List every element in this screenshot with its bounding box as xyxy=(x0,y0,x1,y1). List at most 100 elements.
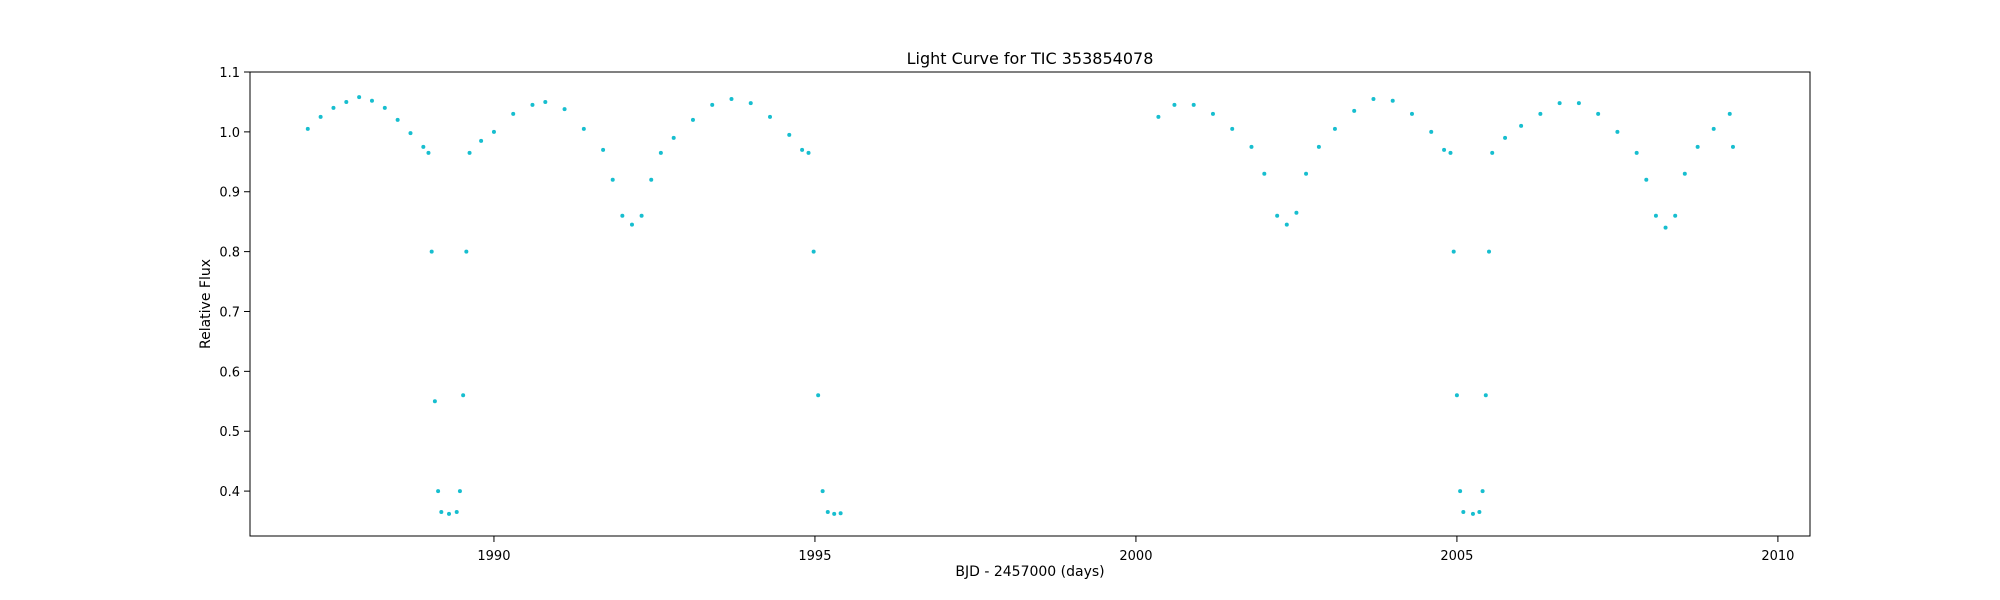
data-point xyxy=(610,177,615,182)
data-point xyxy=(511,111,516,116)
data-point xyxy=(832,511,837,516)
x-tick-label: 2010 xyxy=(1761,549,1794,564)
data-point xyxy=(426,150,431,155)
y-axis-ticks: 0.4 0.5 0.6 0.7 0.8 0.9 1.0 1.1 xyxy=(219,66,250,500)
data-point xyxy=(421,144,426,149)
data-point xyxy=(1304,171,1309,176)
data-point xyxy=(1210,111,1215,116)
data-point xyxy=(1230,126,1235,131)
data-point xyxy=(439,510,444,515)
data-point xyxy=(1483,393,1488,398)
data-point xyxy=(461,393,466,398)
data-point xyxy=(1615,129,1620,134)
data-point xyxy=(1448,150,1453,155)
data-point xyxy=(1695,144,1700,149)
data-point xyxy=(1487,249,1492,254)
data-point xyxy=(1352,108,1357,113)
data-point xyxy=(1442,147,1447,152)
data-point xyxy=(1409,111,1414,116)
data-point xyxy=(457,489,462,494)
x-tick-label: 2000 xyxy=(1119,549,1152,564)
data-point xyxy=(1634,150,1639,155)
data-point xyxy=(357,95,362,100)
data-point xyxy=(658,150,663,155)
data-point xyxy=(429,249,434,254)
data-point xyxy=(1451,249,1456,254)
y-tick-label: 0.7 xyxy=(219,305,240,320)
data-point xyxy=(454,510,459,515)
chart-title: Light Curve for TIC 353854078 xyxy=(907,49,1154,68)
data-point xyxy=(1371,96,1376,101)
data-point xyxy=(447,511,452,516)
data-point xyxy=(1503,135,1508,140)
x-tick-label: 1990 xyxy=(477,549,510,564)
data-point xyxy=(1730,144,1735,149)
data-point xyxy=(1644,177,1649,182)
data-point xyxy=(1191,102,1196,107)
y-tick-label: 0.8 xyxy=(219,246,240,261)
data-point xyxy=(1316,144,1321,149)
data-point xyxy=(344,99,349,104)
data-point xyxy=(1673,213,1678,218)
data-point xyxy=(331,105,336,110)
data-point xyxy=(432,399,437,404)
data-point xyxy=(671,135,676,140)
data-point xyxy=(1172,102,1177,107)
axes-frame xyxy=(249,71,1811,537)
data-point xyxy=(1480,489,1485,494)
data-point xyxy=(581,126,586,131)
data-point xyxy=(629,222,634,227)
plot-area: 1990 1995 2000 2005 2010 0.4 0.5 0.6 0.7 0.8 0.9 1… xyxy=(219,66,1811,564)
data-point xyxy=(1711,126,1716,131)
data-point xyxy=(436,489,441,494)
data-point xyxy=(1576,101,1581,106)
data-point xyxy=(1454,393,1459,398)
data-point xyxy=(729,96,734,101)
y-tick-label: 0.4 xyxy=(219,485,240,500)
data-point xyxy=(369,98,374,103)
data-point xyxy=(1653,213,1658,218)
data-point xyxy=(1557,101,1562,106)
data-point xyxy=(800,147,805,152)
y-tick-label: 0.5 xyxy=(219,425,240,440)
data-point xyxy=(1519,123,1524,128)
y-tick-label: 1.0 xyxy=(219,126,240,141)
x-axis-label: BJD - 2457000 (days) xyxy=(955,564,1104,580)
data-point xyxy=(1262,171,1267,176)
data-point xyxy=(1490,150,1495,155)
data-point xyxy=(467,150,472,155)
data-point xyxy=(1663,225,1668,230)
x-tick-label: 2005 xyxy=(1440,549,1473,564)
data-point xyxy=(1682,171,1687,176)
data-point xyxy=(820,489,825,494)
data-point xyxy=(1461,510,1466,515)
data-point xyxy=(1249,144,1254,149)
data-point xyxy=(620,213,625,218)
data-point xyxy=(479,138,484,143)
data-point xyxy=(649,177,654,182)
data-point xyxy=(530,102,535,107)
data-point xyxy=(1477,510,1482,515)
y-tick-label: 0.6 xyxy=(219,365,240,380)
data-point xyxy=(639,213,644,218)
data-point xyxy=(318,114,323,119)
data-point xyxy=(1458,489,1463,494)
data-point xyxy=(811,249,816,254)
data-point xyxy=(1470,511,1475,516)
data-point xyxy=(768,114,772,119)
data-point xyxy=(748,101,753,106)
data-point xyxy=(1156,114,1161,119)
y-tick-label: 1.1 xyxy=(219,66,240,81)
x-axis-ticks: 1990 1995 2000 2005 2010 xyxy=(477,536,1794,564)
data-point xyxy=(1727,111,1732,116)
x-tick-label: 1995 xyxy=(798,549,831,564)
data-point xyxy=(1538,111,1543,116)
data-point xyxy=(806,150,811,155)
data-point xyxy=(543,99,548,104)
data-point xyxy=(1390,98,1395,103)
data-point xyxy=(395,117,400,122)
data-point xyxy=(787,132,792,137)
data-point xyxy=(1596,111,1601,116)
data-point xyxy=(816,393,821,398)
y-axis-label: Relative Flux xyxy=(198,259,214,349)
